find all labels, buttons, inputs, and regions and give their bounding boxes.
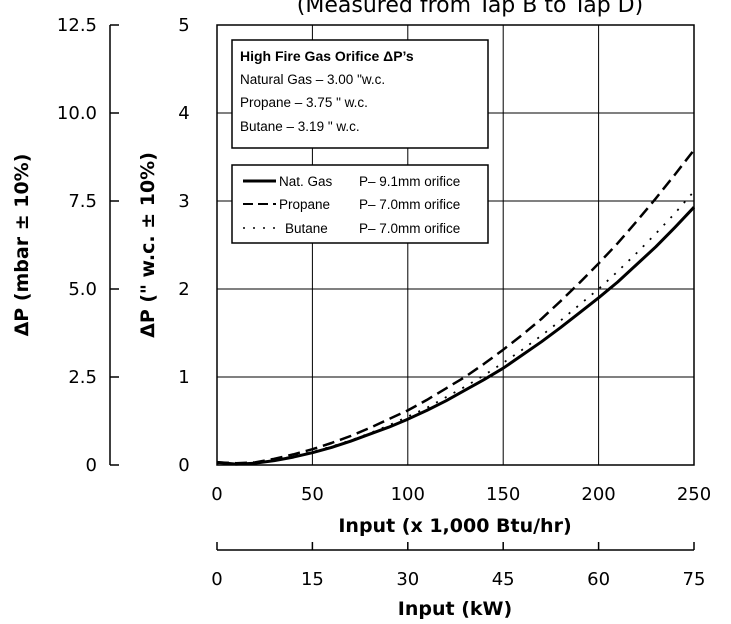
x-axis-title: Input (x 1,000 Btu/hr) — [338, 515, 571, 537]
y-tick-label: 3 — [178, 191, 189, 212]
y2-tick-label: 7.5 — [68, 191, 97, 212]
y-tick-label: 5 — [178, 15, 189, 36]
y-tick-label: 1 — [178, 367, 189, 388]
legend: Nat. Gas P– 9.1mm orifice Propane P– 7.0… — [231, 164, 489, 244]
x-tick-label: 200 — [581, 484, 615, 505]
legend-note-natural-gas: P– 9.1mm orifice — [359, 174, 460, 189]
x-tick-label: 0 — [211, 484, 222, 505]
x-tick-label: 150 — [486, 484, 520, 505]
y-axis-title: ΔP (" w.c. ± 10%) — [137, 152, 159, 338]
series-line-butane — [216, 190, 695, 466]
y-tick-label: 2 — [178, 279, 189, 300]
x2-tick-label: 60 — [587, 569, 610, 590]
legend-label-natural-gas: Nat. Gas — [279, 174, 333, 189]
x-tick-label: 50 — [301, 484, 324, 505]
y2-tick-label: 5.0 — [68, 279, 97, 300]
x2-tick-label: 15 — [301, 569, 324, 590]
x2-tick-label: 30 — [396, 569, 419, 590]
orifice-info-line: Butane – 3.19 " w.c. — [240, 119, 360, 134]
x2-tick-label: 45 — [492, 569, 515, 590]
y-tick-label: 4 — [178, 103, 189, 124]
orifice-info-title: High Fire Gas Orifice ΔP’s — [240, 48, 414, 64]
orifice-info-line: Natural Gas – 3.00 "w.c. — [240, 72, 385, 87]
x-tick-label: 250 — [677, 484, 711, 505]
y2-axis-title: ΔP (mbar ± 10%) — [11, 154, 33, 337]
y2-tick-label: 10.0 — [57, 103, 97, 124]
plot-frame — [216, 24, 695, 466]
chart-title: (Measured from Tap B to Tap D) — [297, 0, 643, 18]
x2-tick-label: 0 — [211, 569, 222, 590]
orifice-info-box: High Fire Gas Orifice ΔP’s Natural Gas –… — [231, 39, 489, 149]
y-tick-label: 0 — [178, 455, 189, 476]
y2-tick-label: 0 — [86, 455, 97, 476]
y2-tick-label: 2.5 — [68, 367, 97, 388]
x2-tick-label: 75 — [683, 569, 706, 590]
series-lines — [216, 149, 696, 466]
orifice-info-line: Propane – 3.75 " w.c. — [240, 95, 368, 110]
x2-axis-title: Input (kW) — [398, 598, 512, 620]
legend-note-propane: P– 7.0mm orifice — [359, 197, 460, 212]
series-line-propane — [216, 149, 695, 465]
legend-label-propane: Propane — [279, 197, 330, 212]
legend-label-butane: Butane — [285, 221, 328, 236]
orifice-info-frame — [231, 39, 489, 149]
legend-note-butane: P– 7.0mm orifice — [359, 221, 460, 236]
x-tick-label: 100 — [391, 484, 425, 505]
y2-tick-label: 12.5 — [57, 15, 97, 36]
series-line-nat-gas — [216, 206, 696, 466]
